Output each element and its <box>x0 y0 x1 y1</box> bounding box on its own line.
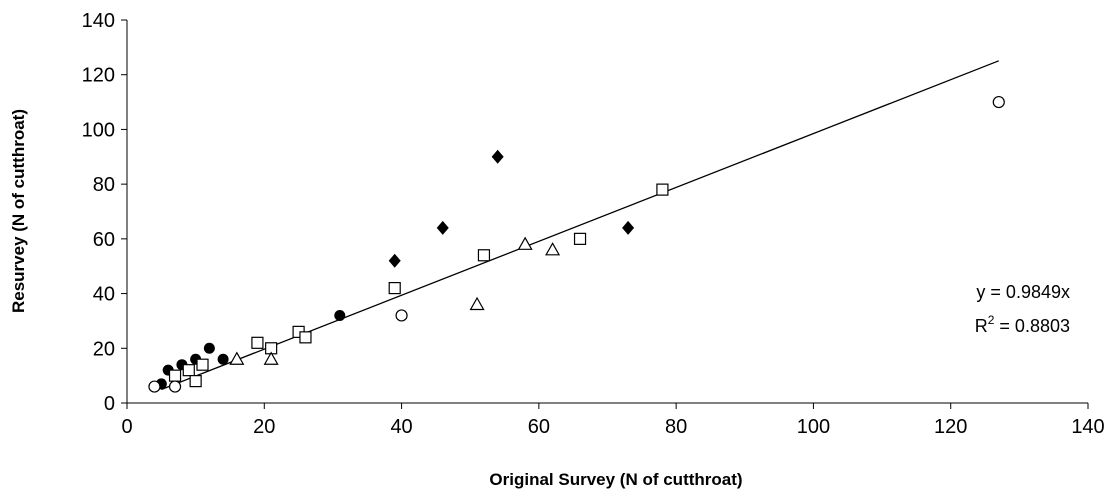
trendline-group <box>161 60 1000 391</box>
r2-value: = 0.8803 <box>994 316 1070 336</box>
point-diamond-filled <box>622 220 635 235</box>
y-tick-label: 120 <box>82 65 115 87</box>
point-triangle-open <box>229 351 245 365</box>
point-square-open <box>168 369 182 382</box>
point-square-open <box>573 232 587 245</box>
point-triangle-open <box>517 236 533 250</box>
point-square-open <box>299 331 312 344</box>
y-axis-title: Resurvey (N of cutthroat) <box>9 109 28 313</box>
x-tick-label: 80 <box>665 416 687 438</box>
x-tick-label: 100 <box>797 416 830 438</box>
point-diamond-filled <box>436 220 449 235</box>
point-square-open <box>656 183 669 196</box>
y-tick-label: 20 <box>93 338 115 360</box>
point-circle-open <box>148 380 161 393</box>
point-diamond-filled <box>388 253 401 268</box>
x-tick-label: 60 <box>528 416 550 438</box>
point-circle-filled <box>203 342 215 354</box>
y-tick-label: 40 <box>93 284 115 306</box>
x-axis-title: Original Survey (N of cutthroat) <box>489 470 742 489</box>
point-circle-open <box>992 95 1005 109</box>
axes: 0 20 40 60 80 100 120 140 0 20 40 60 80 100 120 140 <box>82 10 1105 438</box>
point-circle-filled <box>217 353 229 365</box>
x-tick-label: 20 <box>253 416 275 438</box>
y-tick-label: 140 <box>82 10 115 32</box>
y-tick-label: 60 <box>93 229 115 251</box>
x-tick-label: 120 <box>934 416 967 438</box>
point-square-open <box>196 358 209 371</box>
y-tick-label: 100 <box>82 119 115 141</box>
point-square-open <box>477 249 491 262</box>
trendline <box>161 60 1000 391</box>
trendline-equation: y = 0.9849x <box>976 282 1070 302</box>
data-points <box>148 95 1005 393</box>
point-square-open <box>251 336 264 349</box>
x-tick-label: 140 <box>1071 416 1104 438</box>
point-circle-open <box>168 380 182 393</box>
point-triangle-open <box>545 242 561 256</box>
x-tick-label: 40 <box>390 416 412 438</box>
point-diamond-filled <box>491 149 504 164</box>
y-tick-label: 80 <box>93 174 115 196</box>
point-triangle-open <box>263 351 279 365</box>
x-tick-label: 0 <box>121 416 132 438</box>
point-triangle-open <box>469 296 485 311</box>
point-square-open <box>189 375 202 388</box>
point-square-open <box>388 282 401 295</box>
trendline-r2: R2 = 0.8803 <box>975 313 1070 336</box>
point-circle-open <box>395 309 408 322</box>
point-square-open <box>182 364 195 377</box>
r2-superscript: 2 <box>988 313 995 327</box>
y-tick-label: 0 <box>104 393 115 415</box>
point-circle-filled <box>334 309 346 321</box>
r2-label: R <box>975 316 988 336</box>
